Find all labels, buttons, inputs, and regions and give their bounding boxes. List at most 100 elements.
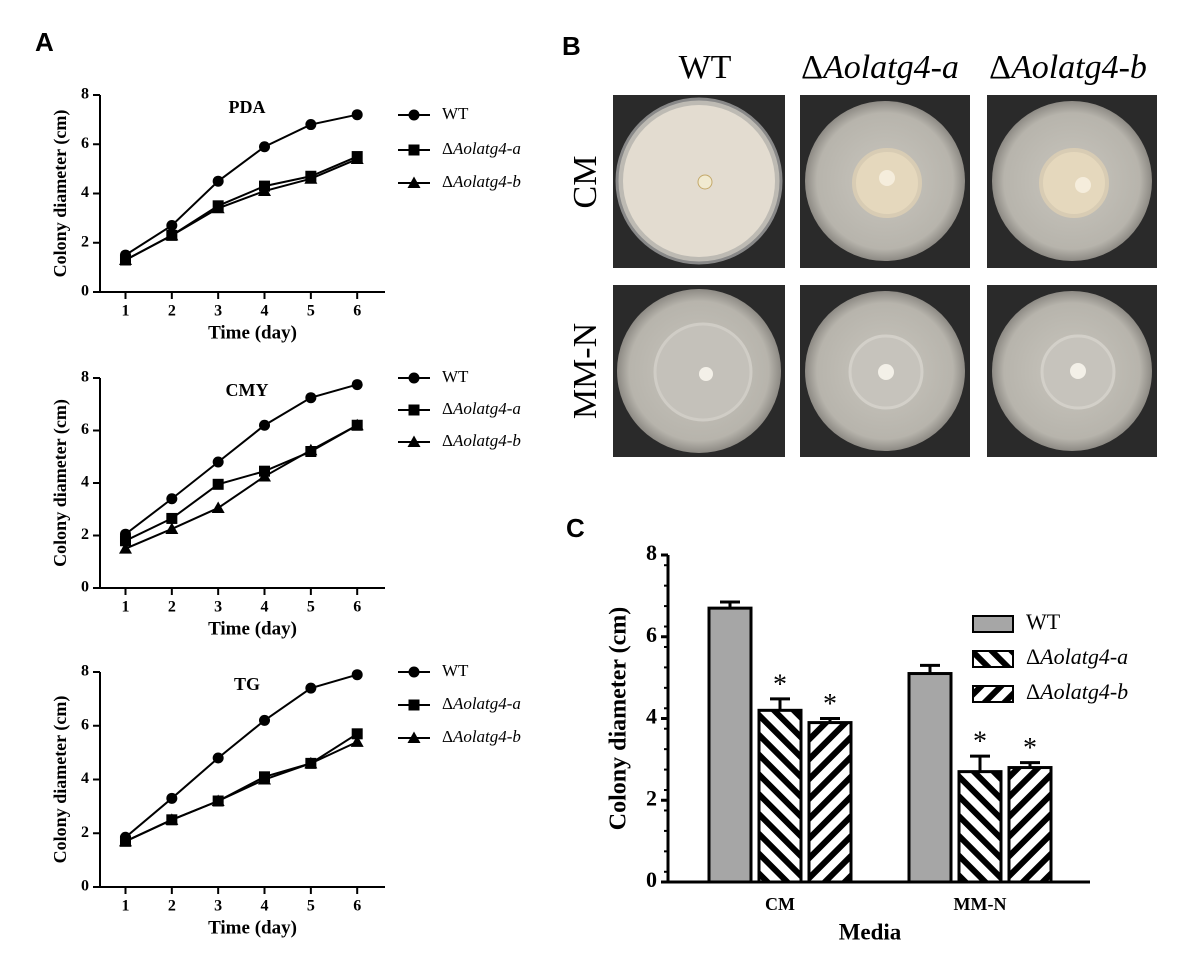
x-tick-label: 2 — [168, 303, 176, 320]
marker — [259, 714, 271, 726]
legend-label: ΔAolatg4-b — [1026, 679, 1128, 704]
panel-label: C — [566, 513, 585, 543]
x-axis-label: Time (day) — [208, 917, 297, 938]
legend-marker — [408, 372, 420, 384]
marker — [351, 669, 363, 681]
legend-marker — [407, 176, 421, 188]
significance-label: * — [773, 669, 787, 700]
line — [124, 113, 358, 256]
legend-swatch — [972, 650, 1014, 668]
x-tick-label: 4 — [261, 599, 269, 616]
marker — [258, 469, 272, 482]
marker — [118, 834, 132, 847]
y-tick-label: 2 — [81, 824, 89, 841]
line — [125, 155, 358, 261]
legend-label: ΔAolatg4-b — [442, 727, 521, 746]
y-tick-label: 2 — [81, 233, 89, 250]
row-label: CM — [567, 156, 604, 209]
marker — [118, 253, 132, 265]
marker — [165, 813, 179, 825]
column-label: ΔAolatg4-b — [989, 49, 1147, 86]
y-tick-label: 4 — [81, 474, 89, 491]
y-tick-label: 6 — [81, 716, 89, 733]
legend-marker — [408, 109, 420, 121]
row-label: MM-N — [567, 323, 604, 419]
line — [125, 158, 358, 261]
y-axis-label: Colony diameter (cm) — [50, 696, 71, 864]
bar — [707, 606, 753, 884]
marker — [212, 456, 224, 468]
y-tick-label: 4 — [646, 704, 657, 729]
marker — [211, 794, 225, 806]
y-tick-label: 6 — [646, 622, 657, 647]
panel-label: B — [562, 31, 581, 61]
photo-grid — [613, 95, 1157, 457]
y-tick-label: 6 — [81, 135, 89, 152]
legend-swatch — [972, 615, 1014, 633]
marker — [166, 512, 178, 524]
column-label: WT — [679, 49, 732, 86]
bar — [757, 708, 803, 884]
y-tick-label: 0 — [81, 283, 89, 300]
legend-label: WT — [1026, 609, 1061, 634]
marker — [119, 535, 131, 547]
x-tick-label: 5 — [307, 303, 315, 320]
line — [125, 740, 358, 843]
legend-label: ΔAolatg4-a — [442, 139, 521, 158]
marker — [258, 184, 272, 197]
x-tick-label: 5 — [307, 898, 315, 915]
legend-marker — [407, 731, 421, 743]
marker — [166, 792, 178, 804]
colony — [1039, 148, 1109, 218]
panel-label: A — [35, 27, 54, 57]
legend-label: WT — [442, 367, 469, 386]
plug — [699, 367, 713, 381]
x-tick-label: 4 — [261, 898, 269, 915]
y-tick-label: 8 — [81, 369, 89, 386]
marker — [305, 682, 317, 694]
legend-label: WT — [442, 661, 469, 680]
y-axis-label: Colony diameter (cm) — [50, 110, 71, 278]
legend-label: WT — [442, 104, 469, 123]
plug — [1070, 363, 1086, 379]
marker — [166, 220, 178, 232]
legend-label: ΔAolatg4-b — [442, 172, 521, 191]
x-tick-label: 2 — [168, 599, 176, 616]
x-tick-label: 1 — [121, 303, 129, 320]
x-tick-label: 6 — [353, 599, 361, 616]
legend-label: ΔAolatg4-b — [442, 431, 521, 450]
legend-marker — [407, 435, 421, 447]
marker — [351, 728, 363, 740]
y-tick-label: 2 — [646, 785, 657, 810]
marker — [304, 172, 318, 184]
x-tick-label: 4 — [261, 303, 269, 320]
plug — [879, 170, 895, 186]
bar — [907, 672, 953, 884]
marker — [258, 773, 272, 785]
y-tick-label: 0 — [81, 579, 89, 596]
legend-swatch — [972, 685, 1014, 703]
y-axis-label: Colony diameter (cm) — [50, 399, 71, 567]
x-tick-label: 5 — [307, 599, 315, 616]
marker — [211, 501, 225, 513]
marker — [350, 735, 364, 747]
y-tick-label: 0 — [646, 867, 657, 892]
legend-marker — [408, 144, 420, 156]
line — [124, 383, 358, 535]
x-tick-label: 1 — [121, 898, 129, 915]
line — [125, 424, 358, 550]
marker — [212, 175, 224, 187]
x-tick-label: 6 — [353, 898, 361, 915]
legend-marker — [408, 699, 420, 711]
x-tick-label: 1 — [121, 599, 129, 616]
y-tick-label: 8 — [646, 540, 657, 565]
x-tick-label: 6 — [353, 303, 361, 320]
plug — [878, 364, 894, 380]
legend-label: ΔAolatg4-a — [1026, 644, 1128, 669]
marker — [350, 418, 364, 431]
bar — [1007, 766, 1053, 884]
marker — [165, 522, 179, 534]
legend-marker — [408, 404, 420, 416]
y-tick-label: 0 — [81, 878, 89, 895]
